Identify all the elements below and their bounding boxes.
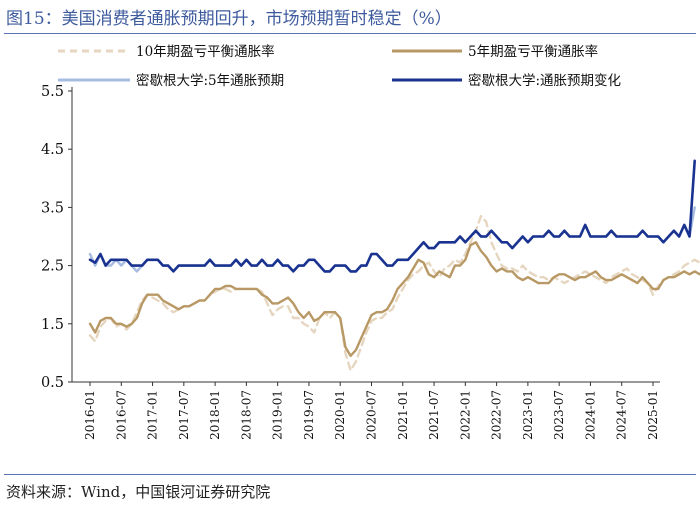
series-line-1 (88, 214, 700, 372)
bottom-divider (4, 474, 696, 475)
x-tick-label: 2020-07 (365, 390, 379, 440)
series-line-2 (88, 241, 700, 357)
x-tick-label: 2016-01 (83, 390, 97, 440)
x-tick-label: 2022-07 (490, 390, 504, 440)
chart-title: 图15：美国消费者通胀预期回升，市场预期暂时稳定（%） (6, 9, 452, 29)
x-tick-label: 2024-01 (583, 390, 597, 440)
legend-label-1: 10年期盈亏平衡通胀率 (136, 43, 275, 60)
legend-label-4: 密歇根大学:通胀预期变化 (468, 72, 621, 89)
legend-label-2: 5年期盈亏平衡通胀率 (468, 43, 598, 60)
x-tick-label: 2025-01 (646, 390, 660, 440)
x-tick-label: 2020-01 (333, 390, 347, 440)
x-tick-label: 2021-07 (427, 390, 441, 440)
x-tick-label: 2024-07 (615, 390, 629, 440)
y-tick-label: 1.5 (41, 317, 64, 333)
x-tick-label: 2021-01 (396, 390, 410, 440)
x-tick-label: 2023-07 (552, 390, 566, 440)
x-tick-label: 2023-01 (521, 390, 535, 440)
x-tick-label: 2017-07 (177, 390, 191, 440)
x-tick-label: 2022-01 (458, 390, 472, 440)
series-line-4 (88, 159, 697, 273)
x-tick-label: 2019-01 (271, 390, 285, 440)
top-divider (4, 33, 696, 34)
y-tick-label: 3.5 (41, 200, 64, 216)
x-tick-label: 2018-07 (239, 390, 253, 440)
series-line-3 (88, 206, 696, 273)
y-tick-label: 2.5 (41, 259, 64, 275)
legend-label-3: 密歇根大学:5年通胀预期 (136, 72, 284, 89)
x-tick-label: 2016-07 (114, 390, 128, 440)
y-tick-label: 5.5 (41, 84, 64, 100)
x-tick-label: 2019-07 (302, 390, 316, 440)
x-tick-label: 2018-01 (208, 390, 222, 440)
y-tick-label: 4.5 (41, 142, 64, 158)
y-tick-label: 0.5 (41, 375, 64, 391)
x-tick-label: 2017-01 (146, 390, 160, 440)
source-note: 资料来源：Wind，中国银河证券研究院 (6, 483, 271, 501)
